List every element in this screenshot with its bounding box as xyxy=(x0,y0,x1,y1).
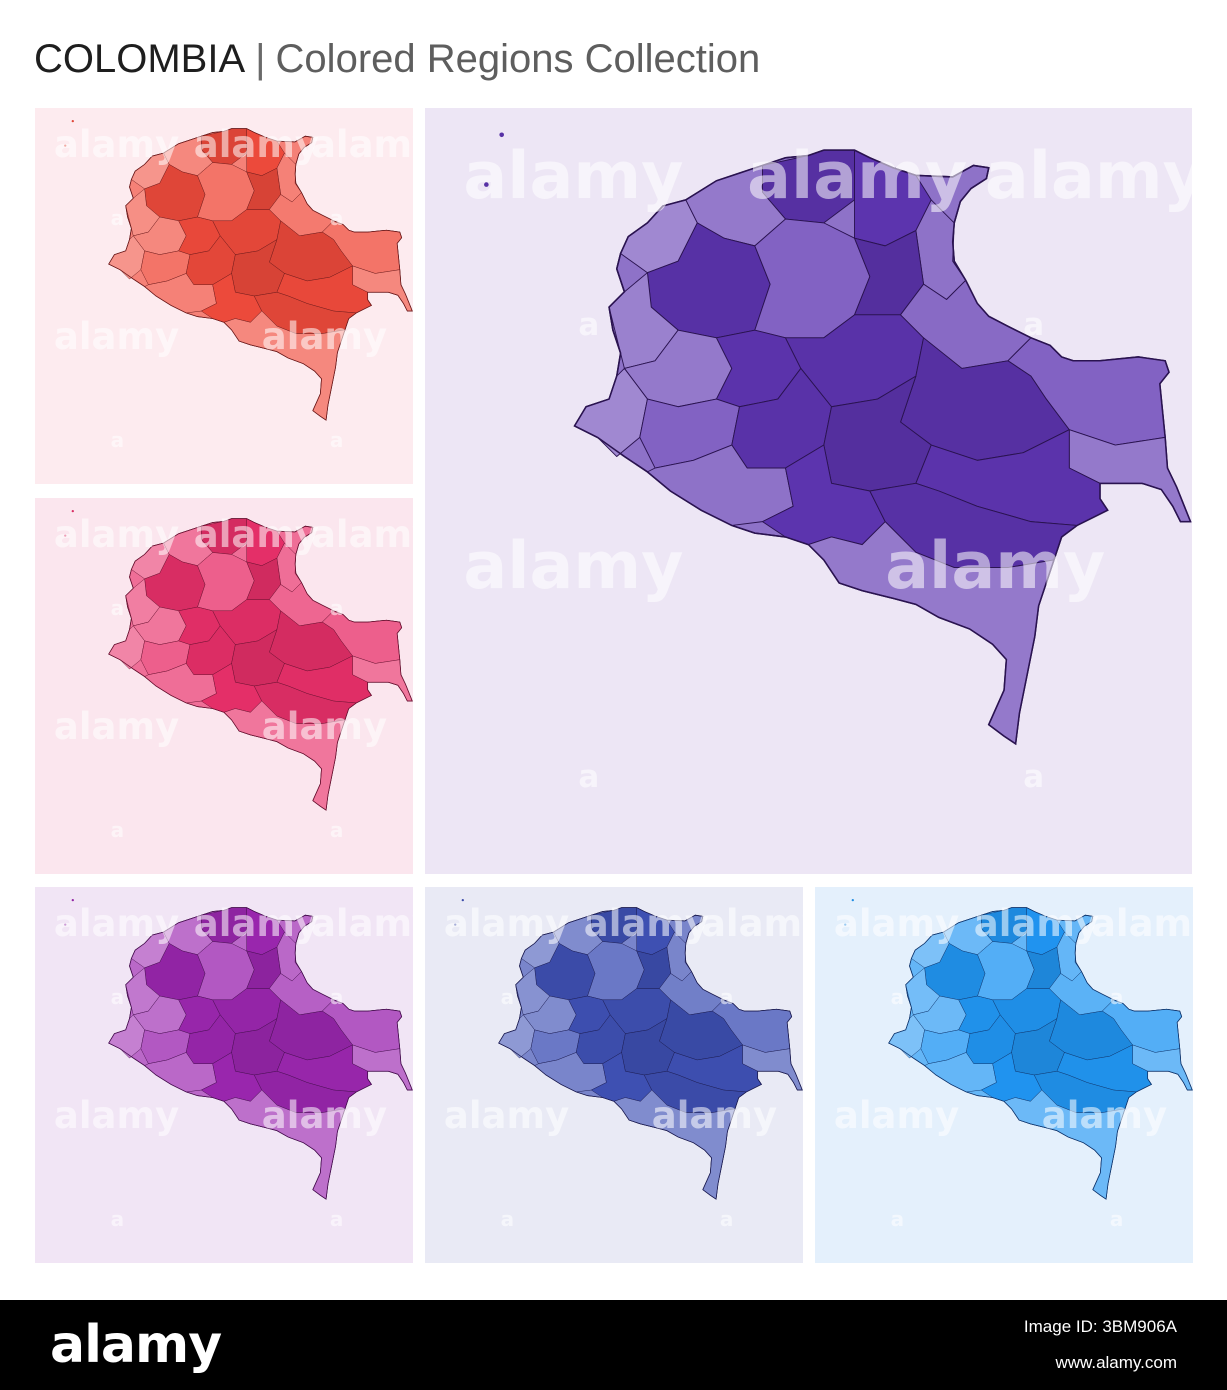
country-border xyxy=(108,518,413,811)
colombia-map xyxy=(454,899,803,1200)
title-separator: | xyxy=(255,37,266,81)
country-border xyxy=(498,907,803,1200)
country-border xyxy=(573,149,1192,746)
island-mark xyxy=(71,510,74,513)
country-name: COLOMBIA xyxy=(34,37,246,81)
colombia-map xyxy=(64,899,413,1200)
island-mark xyxy=(499,132,505,138)
island-mark xyxy=(64,923,67,926)
image-id: Image ID: 3BM906A xyxy=(1023,1317,1177,1336)
island-mark xyxy=(454,923,457,926)
country-border xyxy=(888,907,1193,1200)
colombia-map xyxy=(64,120,413,421)
colombia-map xyxy=(64,510,413,811)
stock-footer: alamy Image ID: 3BM906A www.alamy.com xyxy=(0,1300,1227,1390)
site-url: www.alamy.com xyxy=(1055,1353,1177,1372)
island-mark xyxy=(844,923,847,926)
island-mark xyxy=(64,144,67,147)
country-border xyxy=(108,128,413,421)
island-mark xyxy=(71,899,74,902)
alamy-logo: alamy xyxy=(50,1315,222,1375)
island-mark xyxy=(461,899,464,902)
colombia-map xyxy=(844,899,1193,1200)
island-mark xyxy=(64,534,67,537)
island-mark xyxy=(851,899,854,902)
island-mark xyxy=(71,120,74,123)
country-border xyxy=(108,907,413,1200)
page-title: COLOMBIA | Colored Regions Collection xyxy=(34,34,760,84)
map-panel-violet-large: alamy alamy alamy a a alamy alamy a a xyxy=(425,108,1192,874)
island-mark xyxy=(484,182,489,187)
collection-subtitle: Colored Regions Collection xyxy=(275,37,761,81)
colombia-map xyxy=(484,132,1192,746)
